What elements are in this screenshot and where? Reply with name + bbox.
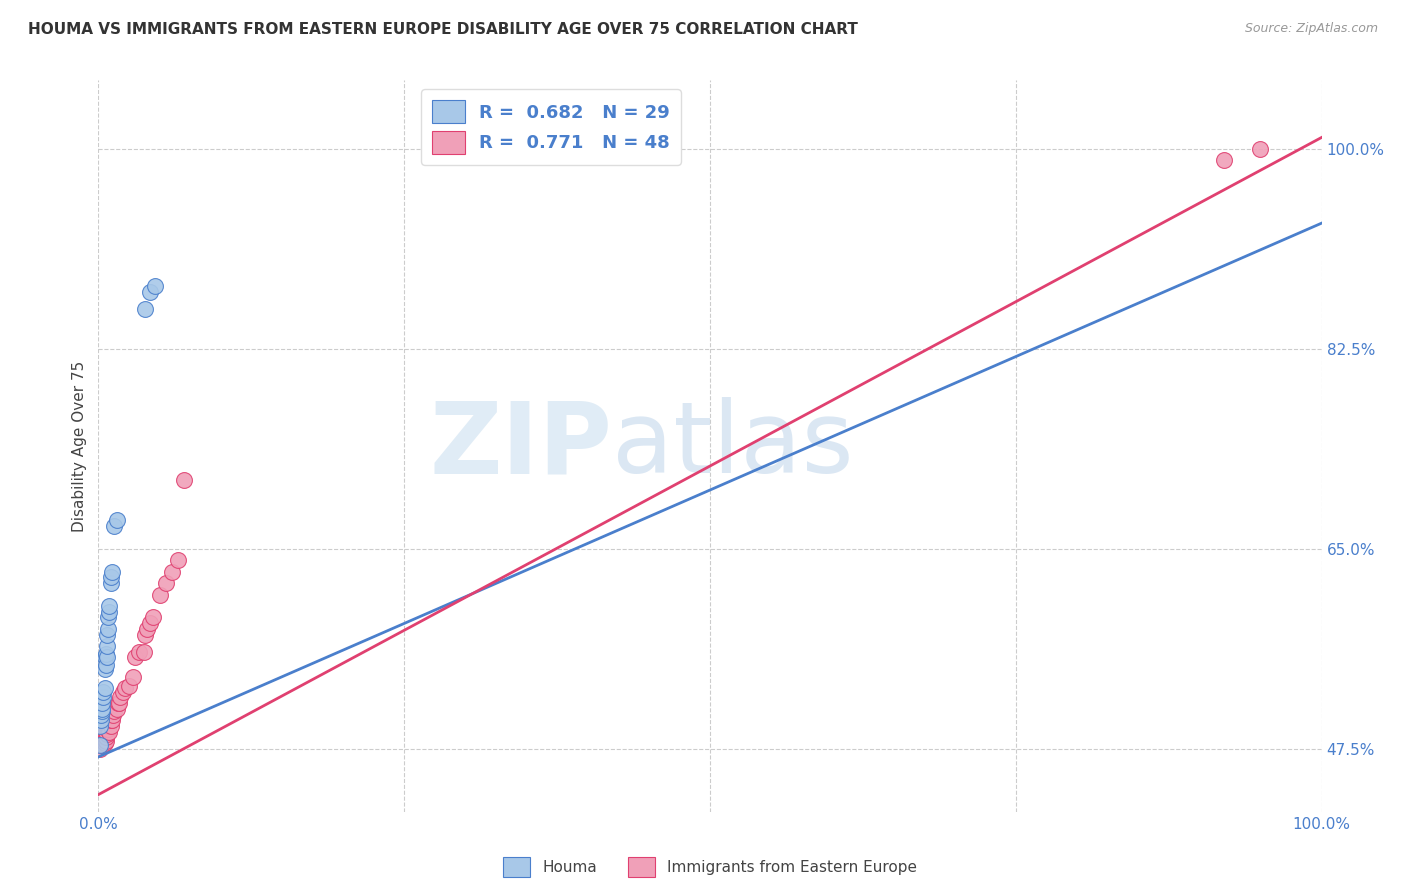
Text: HOUMA VS IMMIGRANTS FROM EASTERN EUROPE DISABILITY AGE OVER 75 CORRELATION CHART: HOUMA VS IMMIGRANTS FROM EASTERN EUROPE … — [28, 22, 858, 37]
Point — [91, 704, 114, 718]
Point — [110, 690, 132, 705]
Point — [121, 670, 143, 684]
Point — [91, 702, 114, 716]
Point — [89, 736, 111, 750]
Point — [91, 732, 114, 747]
Legend: Houma, Immigrants from Eastern Europe: Houma, Immigrants from Eastern Europe — [495, 849, 925, 885]
Point — [160, 565, 183, 579]
Point — [98, 724, 121, 739]
Point — [96, 723, 118, 737]
Point — [93, 681, 115, 696]
Point — [114, 681, 136, 696]
Point — [101, 707, 124, 722]
Point — [90, 739, 112, 753]
Y-axis label: Disability Age Over 75: Disability Age Over 75 — [72, 360, 87, 532]
Point — [96, 650, 118, 665]
Point — [124, 650, 146, 665]
Point — [96, 727, 118, 741]
Point — [89, 719, 111, 733]
Point — [134, 301, 156, 316]
Point — [100, 576, 122, 591]
Point — [149, 588, 172, 602]
Point — [101, 714, 124, 728]
Point — [94, 734, 117, 748]
Point — [91, 696, 114, 710]
Point — [91, 731, 114, 745]
Point — [100, 719, 122, 733]
Point — [97, 723, 120, 737]
Point — [90, 707, 112, 722]
Point — [98, 605, 121, 619]
Point — [1249, 142, 1271, 156]
Point — [97, 610, 120, 624]
Point — [94, 731, 117, 745]
Point — [136, 622, 159, 636]
Point — [91, 736, 114, 750]
Point — [91, 690, 114, 705]
Point — [134, 627, 156, 641]
Point — [103, 519, 125, 533]
Point — [118, 679, 141, 693]
Point — [90, 734, 112, 748]
Point — [128, 645, 150, 659]
Point — [98, 599, 121, 613]
Point — [103, 704, 125, 718]
Point — [143, 279, 166, 293]
Point — [105, 702, 128, 716]
Point — [89, 742, 111, 756]
Text: Source: ZipAtlas.com: Source: ZipAtlas.com — [1244, 22, 1378, 36]
Point — [167, 553, 190, 567]
Point — [1212, 153, 1234, 168]
Point — [93, 650, 115, 665]
Point — [173, 473, 195, 487]
Point — [94, 647, 117, 661]
Point — [139, 285, 162, 299]
Point — [91, 739, 114, 753]
Point — [155, 576, 177, 591]
Point — [90, 714, 112, 728]
Point — [101, 565, 124, 579]
Point — [107, 696, 129, 710]
Text: ZIP: ZIP — [429, 398, 612, 494]
Point — [89, 739, 111, 753]
Point — [93, 732, 115, 747]
Point — [139, 616, 162, 631]
Text: atlas: atlas — [612, 398, 853, 494]
Point — [97, 622, 120, 636]
Point — [91, 684, 114, 698]
Point — [132, 645, 155, 659]
Point — [91, 734, 114, 748]
Point — [100, 714, 122, 728]
Point — [97, 719, 120, 733]
Point — [105, 513, 128, 527]
Point — [93, 736, 115, 750]
Point — [93, 662, 115, 676]
Point — [111, 684, 134, 698]
Point — [100, 570, 122, 584]
Point — [96, 627, 118, 641]
Point — [142, 610, 165, 624]
Point — [96, 639, 118, 653]
Point — [94, 658, 117, 673]
Point — [94, 724, 117, 739]
Point — [91, 731, 114, 745]
Point — [108, 696, 131, 710]
Point — [93, 727, 115, 741]
